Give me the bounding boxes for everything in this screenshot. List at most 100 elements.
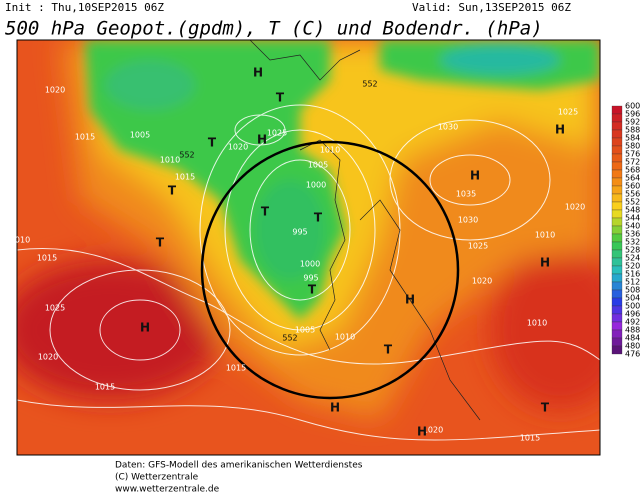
colorbar-swatch xyxy=(611,273,623,283)
colorbar-swatch xyxy=(611,193,623,203)
colorbar: 6005965925885845805765725685645605565525… xyxy=(611,102,640,359)
colorbar-label: 504 xyxy=(625,294,640,303)
contour-label: 1000 xyxy=(300,260,320,269)
contour-label: 1010 xyxy=(320,146,340,155)
pressure-center-label: T xyxy=(541,401,550,415)
contour-label: 1025 xyxy=(468,242,488,251)
colorbar-swatch xyxy=(611,129,623,139)
contour-label: 1015 xyxy=(226,364,246,373)
colorbar-swatch xyxy=(611,241,623,251)
contour-label: 1010 xyxy=(10,236,30,245)
colorbar-swatch xyxy=(611,113,623,123)
pressure-center-label: H xyxy=(330,401,340,415)
contour-label: 1015 xyxy=(520,434,540,443)
colorbar-swatch xyxy=(611,217,623,227)
colorbar-label: 568 xyxy=(625,166,640,175)
colorbar-label: 500 xyxy=(625,302,640,311)
contour-label: 1015 xyxy=(95,383,115,392)
colorbar-swatch xyxy=(611,177,623,187)
colorbar-label: 576 xyxy=(625,150,640,159)
colorbar-label: 512 xyxy=(625,278,640,287)
contour-label: 1015 xyxy=(75,133,95,142)
pressure-center-label: H xyxy=(540,256,550,270)
pressure-center-label: T xyxy=(156,236,165,250)
colorbar-swatch xyxy=(611,249,623,259)
colorbar-swatch xyxy=(611,137,623,147)
contour-label: 995 xyxy=(303,274,318,283)
colorbar-swatch xyxy=(611,329,623,339)
colorbar-swatch xyxy=(611,257,623,267)
colorbar-swatch xyxy=(611,185,623,195)
contour-label: 1010 xyxy=(335,333,355,342)
pressure-center-label: H xyxy=(470,169,480,183)
contour-label: 1020 xyxy=(38,353,58,362)
colorbar-swatch xyxy=(611,305,623,315)
pressure-center-label: H xyxy=(417,425,427,439)
contour-label: 552 xyxy=(362,80,377,89)
contour-label: 1025 xyxy=(558,108,578,117)
pressure-center-label: T xyxy=(168,184,177,198)
map-title: 500 hPa Geopot.(gpdm), T (C) und Bodendr… xyxy=(5,18,543,40)
colorbar-label: 540 xyxy=(625,222,640,231)
footer-line: www.wetterzentrale.de xyxy=(115,485,220,494)
colorbar-label: 516 xyxy=(625,270,640,279)
colorbar-label: 484 xyxy=(625,334,640,343)
colorbar-swatch xyxy=(611,289,623,299)
pressure-center-label: H xyxy=(257,133,267,147)
colorbar-label: 564 xyxy=(625,174,640,183)
pressure-center-label: T xyxy=(308,283,317,297)
colorbar-swatch xyxy=(611,169,623,179)
pressure-center-label: H xyxy=(253,66,263,80)
colorbar-label: 476 xyxy=(625,350,640,359)
contour-label: 1005 xyxy=(295,326,315,335)
colorbar-swatch xyxy=(611,297,623,307)
pressure-center-label: T xyxy=(384,343,393,357)
colorbar-swatch xyxy=(611,225,623,235)
colorbar-swatch xyxy=(611,337,623,347)
map-labels: 1020 1015 1005 1010 1015 1025 1020 1010 1005 1000… xyxy=(10,66,585,443)
colorbar-label: 496 xyxy=(625,310,640,319)
colorbar-swatch xyxy=(611,265,623,275)
colorbar-swatch xyxy=(611,201,623,211)
contour-label: 1015 xyxy=(37,254,57,263)
pressure-center-label: T xyxy=(261,205,270,219)
colorbar-swatch xyxy=(611,313,623,323)
contour-label: 1005 xyxy=(308,161,328,170)
colorbar-label: 520 xyxy=(625,262,640,271)
colorbar-label: 588 xyxy=(625,126,640,135)
contour-label: 1030 xyxy=(438,123,458,132)
contour-label: 1000 xyxy=(306,181,326,190)
contour-label: 1020 xyxy=(423,426,443,435)
pressure-center-label: H xyxy=(555,123,565,137)
colorbar-swatch xyxy=(611,145,623,155)
contour-label: 552 xyxy=(282,334,297,343)
contour-label: 1010 xyxy=(160,156,180,165)
colorbar-label: 536 xyxy=(625,230,640,239)
init-time: Init : Thu,10SEP2015 06Z xyxy=(5,1,164,14)
contour-label: 1015 xyxy=(175,173,195,182)
valid-time: Valid: Sun,13SEP2015 06Z xyxy=(412,1,571,14)
colorbar-label: 552 xyxy=(625,198,640,207)
contour-label: 1030 xyxy=(458,216,478,225)
footer-line: Daten: GFS-Modell des amerikanischen Wet… xyxy=(115,461,363,471)
colorbar-swatch xyxy=(611,209,623,219)
colorbar-label: 480 xyxy=(625,342,640,351)
colorbar-swatch xyxy=(611,153,623,163)
contour-label: 1020 xyxy=(472,277,492,286)
pressure-center-label: H xyxy=(405,293,415,307)
colorbar-label: 572 xyxy=(625,158,640,167)
colorbar-label: 580 xyxy=(625,142,640,151)
contour-label: 552 xyxy=(179,151,194,160)
colorbar-label: 548 xyxy=(625,206,640,215)
colorbar-label: 528 xyxy=(625,246,640,255)
pressure-center-label: T xyxy=(314,211,323,225)
colorbar-label: 592 xyxy=(625,118,640,127)
colorbar-label: 492 xyxy=(625,318,640,327)
contour-label: 1020 xyxy=(45,86,65,95)
contour-label: 1035 xyxy=(456,190,476,199)
pressure-center-label: T xyxy=(208,136,217,150)
colorbar-label: 560 xyxy=(625,182,640,191)
colorbar-swatch xyxy=(611,345,623,355)
contour-label: 995 xyxy=(292,228,307,237)
